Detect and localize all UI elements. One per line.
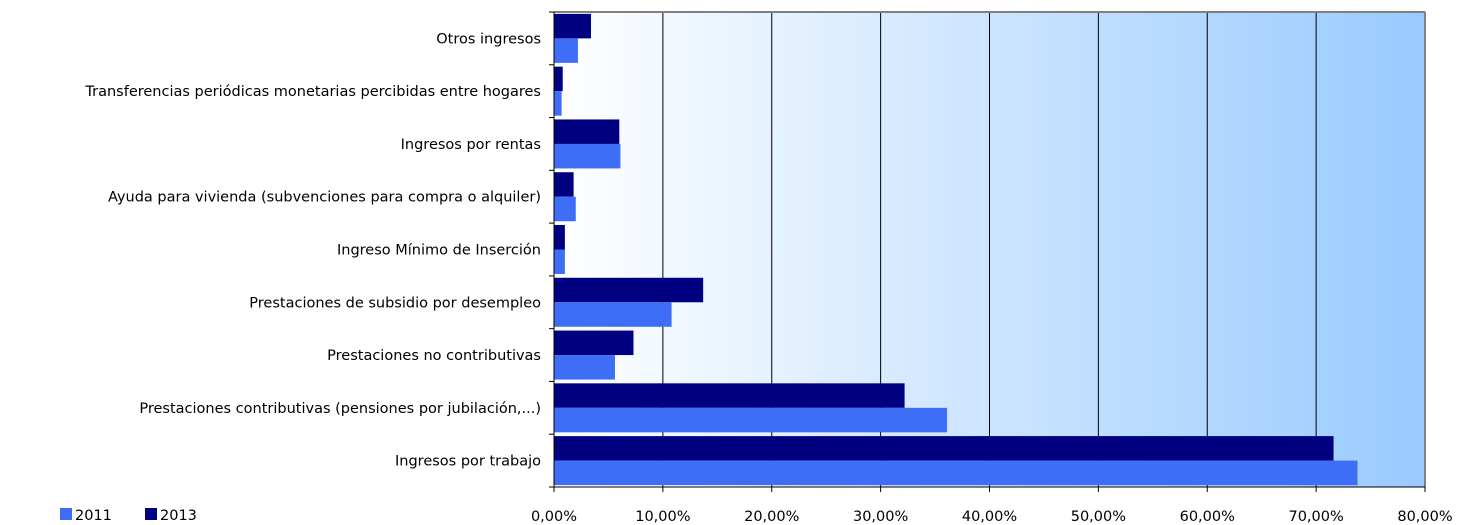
category-label: Ingresos por trabajo: [395, 454, 541, 470]
category-label: Ingresos por rentas: [401, 137, 541, 153]
x-tick-label: 10,00%: [635, 509, 690, 525]
category-labels: Otros ingresos Transferencias periódicas …: [84, 31, 541, 469]
legend-swatch: [60, 508, 72, 520]
bar-2011: [554, 38, 578, 63]
category-label: Transferencias periódicas monetarias per…: [84, 84, 541, 100]
x-tick-label: 70,00%: [1288, 509, 1343, 525]
x-tick-label: 0,00%: [531, 509, 577, 525]
bar-2013: [554, 66, 563, 92]
bar-2013: [554, 172, 574, 197]
x-tick-label: 60,00%: [1180, 509, 1235, 525]
axes: [549, 11, 1426, 492]
category-label: Prestaciones contributivas (pensiones po…: [139, 401, 541, 417]
legend: 2011 2013: [60, 508, 197, 524]
x-tick-label: 50,00%: [1071, 509, 1126, 525]
category-label: Prestaciones de subsidio por desempleo: [249, 295, 541, 311]
bar-2011: [554, 355, 615, 380]
bar-2011: [554, 407, 948, 433]
legend-label: 2011: [75, 508, 112, 524]
bar-2011: [554, 91, 562, 116]
bar-2013: [554, 383, 905, 408]
bar-2013: [554, 119, 620, 144]
category-label: Otros ingresos: [436, 31, 541, 47]
x-tick-labels: 0,00% 10,00% 20,00% 30,00% 40,00% 50,00% 60,00…: [531, 509, 1453, 525]
x-tick-label: 40,00%: [962, 509, 1017, 525]
bar-2011: [554, 249, 565, 274]
x-tick-label: 80,00%: [1397, 509, 1452, 525]
bar-2011: [554, 460, 1358, 486]
bar-2013: [554, 13, 592, 39]
x-tick-label: 30,00%: [853, 509, 908, 525]
category-label: Prestaciones no contributivas: [327, 348, 541, 364]
bar-2013: [554, 330, 634, 356]
legend-label: 2013: [160, 508, 197, 524]
bar-2011: [554, 196, 576, 222]
bar-2013: [554, 277, 704, 303]
legend-swatch: [145, 508, 157, 520]
bars: [554, 13, 1358, 486]
bar-2011: [554, 143, 621, 169]
category-label: Ingreso Mínimo de Inserción: [337, 243, 541, 259]
bar-2013: [554, 225, 565, 250]
x-tick-label: 20,00%: [744, 509, 799, 525]
bar-2013: [554, 436, 1334, 461]
bar-2011: [554, 302, 672, 327]
category-label: Ayuda para vivienda (subvenciones para c…: [108, 190, 541, 206]
